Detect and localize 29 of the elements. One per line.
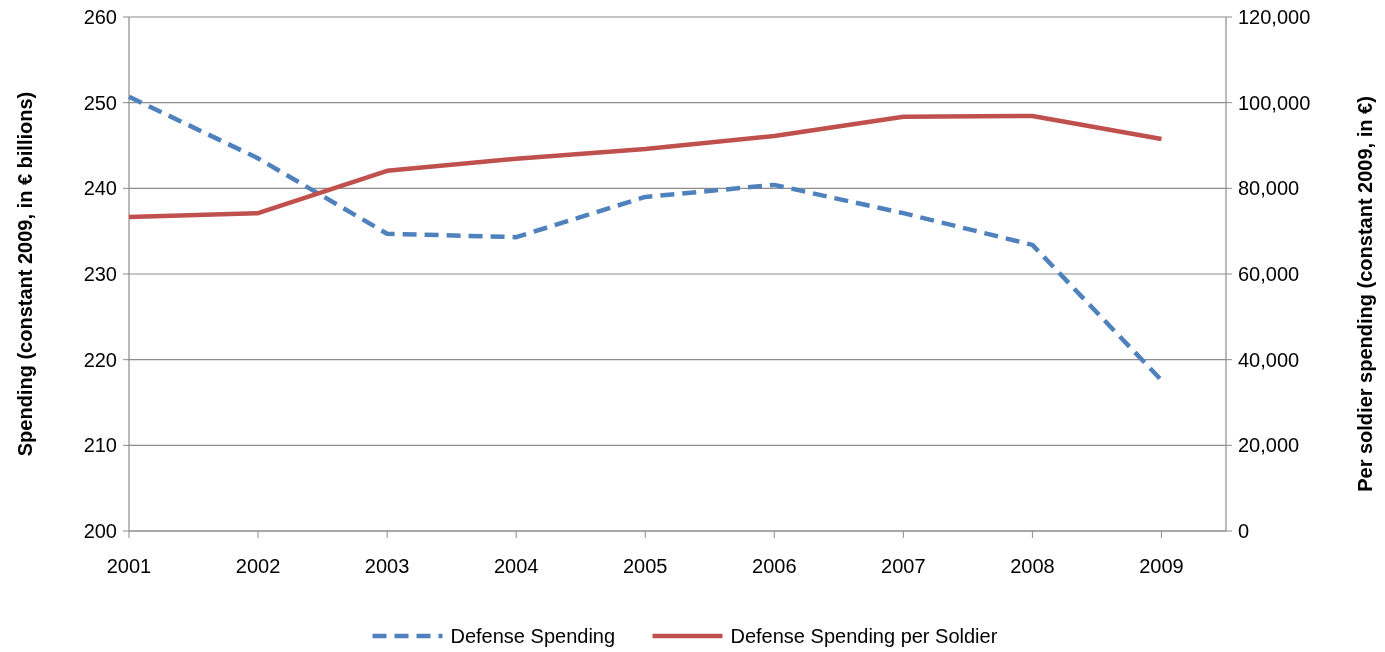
x-tick-label: 2008 [1010,555,1055,577]
y2-tick-label: 100,000 [1238,91,1311,114]
y2-axis-title: Per soldier spending (constant 2009, in €) [1354,96,1376,492]
x-tick-label: 2005 [622,555,668,577]
y2-tick-label: 0 [1238,520,1250,542]
x-tick-label: 2009 [1139,555,1184,577]
y-tick-label: 230 [83,263,117,285]
y-tick-label: 240 [83,177,117,200]
legend-label: Defense Spending per Soldier [730,625,998,647]
y2-tick-label: 60,000 [1238,263,1300,285]
y2-tick-label: 20,000 [1238,434,1300,457]
y-tick-label: 250 [83,91,117,114]
y-tick-label: 220 [83,348,117,371]
x-tick-label: 2003 [364,555,410,577]
y-tick-label: 210 [83,434,117,457]
line-series [126,113,1164,220]
x-tick-label: 2004 [493,555,539,577]
y2-tick-label: 120,000 [1238,6,1311,28]
x-tick-label: 2002 [235,555,281,577]
y2-tick-label: 80,000 [1238,177,1300,200]
x-tick-label: 2006 [752,555,797,577]
y-axis-title: Spending (constant 2009, in € billions) [14,91,36,457]
legend-label: Defense Spending [450,625,616,647]
x-tick-label: 2001 [106,555,152,577]
y2-tick-label: 40,000 [1238,348,1300,371]
x-tick-label: 2007 [881,555,926,577]
y-tick-label: 260 [83,6,117,28]
line-series [126,94,1164,383]
y-tick-label: 200 [83,520,117,542]
